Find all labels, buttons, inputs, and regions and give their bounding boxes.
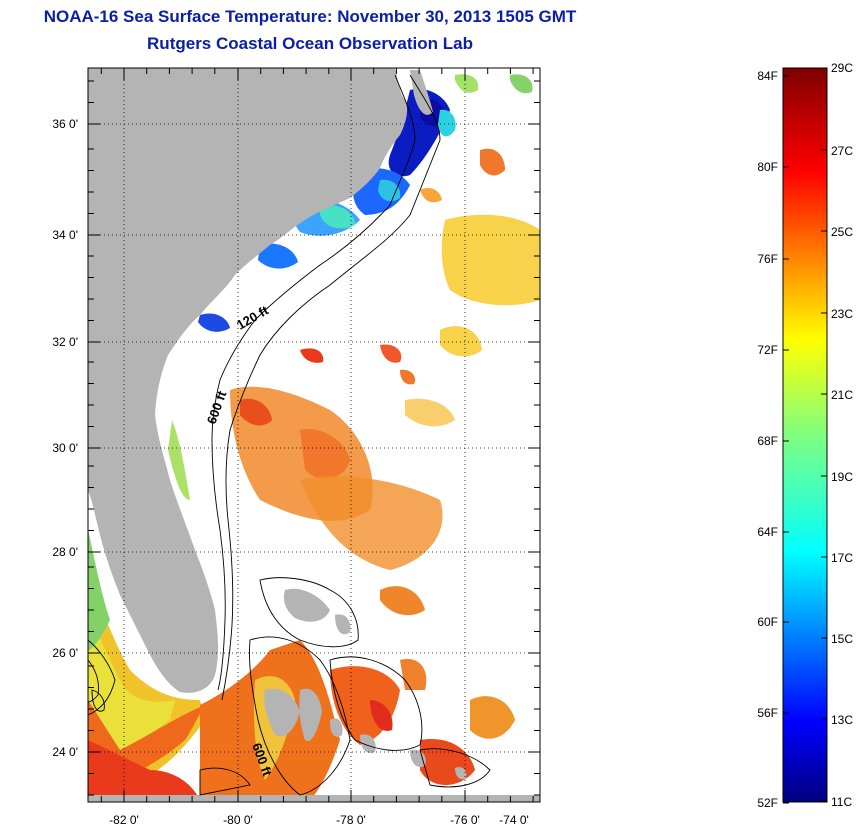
lat-label-32: 32 0' [52,335,78,349]
lon-label-82: -82 0' [109,813,139,827]
cb-c-label: 23C [831,307,853,321]
cb-f-label: 60F [757,615,778,629]
lat-label-28: 28 0' [52,545,78,559]
land-layer [88,68,540,802]
cb-f-label: 72F [757,343,778,357]
lon-label-74: -74 0' [499,813,529,827]
lat-label-24: 24 0' [52,745,78,759]
cb-c-label: 29C [831,61,853,75]
lon-label-76: -76 0' [450,813,480,827]
colorbar: 84F 80F 76F 72F 68F 64F 60F 56F 52F 29C … [757,61,853,810]
cb-c-label: 15C [831,632,853,646]
cb-c-label: 19C [831,470,853,484]
lat-label-34: 34 0' [52,228,78,242]
cb-f-label: 64F [757,525,778,539]
lat-label-30: 30 0' [52,441,78,455]
cb-c-label: 25C [831,225,853,239]
cb-f-label: 84F [757,69,778,83]
axis-ticks [88,68,540,802]
map-title: NOAA-16 Sea Surface Temperature: Novembe… [43,7,577,26]
lon-label-80: -80 0' [223,813,253,827]
map-content: 120 ft 600 ft 600 ft [88,68,540,802]
cb-c-label: 11C [831,795,852,809]
colorbar-fahrenheit-labels: 84F 80F 76F 72F 68F 64F 60F 56F 52F [757,69,778,810]
cb-f-label: 52F [757,796,778,810]
cb-f-label: 68F [757,434,778,448]
cb-c-label: 13C [831,713,853,727]
colorbar-celsius-labels: 29C 27C 25C 23C 21C 19C 17C 15C 13C 11C [831,61,853,809]
cb-f-label: 80F [757,160,778,174]
map-frame [87,67,541,803]
cb-c-label: 27C [831,144,853,158]
lat-label-36: 36 0' [52,117,78,131]
colorbar-gradient [782,67,828,803]
lon-label-78: -78 0' [336,813,366,827]
bathymetry-contours [88,74,491,796]
latitude-labels: 36 0' 34 0' 32 0' 30 0' 28 0' 26 0' 24 0… [52,117,78,759]
cb-c-label: 21C [831,388,853,402]
cb-f-label: 56F [757,706,778,720]
map-subtitle: Rutgers Coastal Ocean Observation Lab [147,34,473,53]
cb-c-label: 17C [831,551,853,565]
cb-f-label: 76F [757,252,778,266]
longitude-labels: -82 0' -80 0' -78 0' -76 0' -74 0' [109,813,529,827]
lat-label-26: 26 0' [52,646,78,660]
gridlines [88,68,540,802]
